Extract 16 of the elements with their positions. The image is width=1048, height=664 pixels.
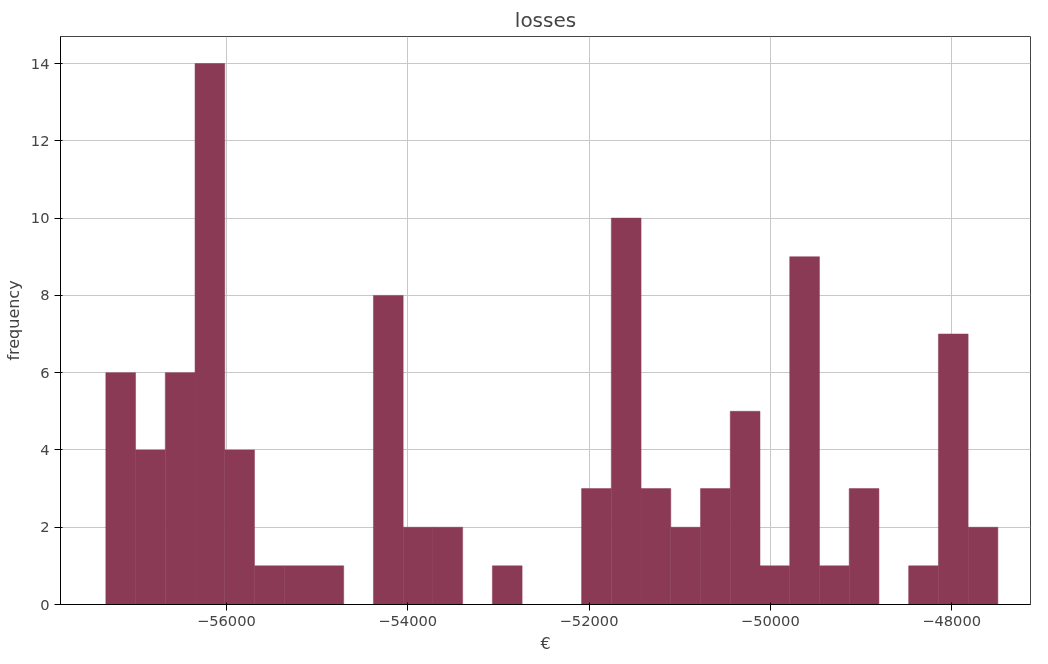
x-tick-label: −56000 — [196, 611, 256, 629]
x-tick-label: −48000 — [922, 611, 982, 629]
y-tick-label: 2 — [40, 518, 50, 536]
y-tick-label: 8 — [40, 286, 50, 304]
y-tick-label: 4 — [40, 440, 50, 458]
x-tick-label: −52000 — [559, 611, 619, 629]
x-tick-label: −50000 — [740, 611, 800, 629]
y-tick-label: 6 — [40, 363, 50, 381]
y-tick-label: 10 — [30, 209, 50, 227]
chart-title: losses — [514, 7, 577, 32]
x-tick-label: −54000 — [378, 611, 438, 629]
y-tick-label: 0 — [40, 595, 50, 613]
x-axis-title: € — [540, 633, 551, 653]
y-tick-label: 12 — [30, 131, 50, 149]
y-axis-title: frequency — [3, 280, 23, 361]
y-tick-label: 14 — [30, 54, 50, 72]
